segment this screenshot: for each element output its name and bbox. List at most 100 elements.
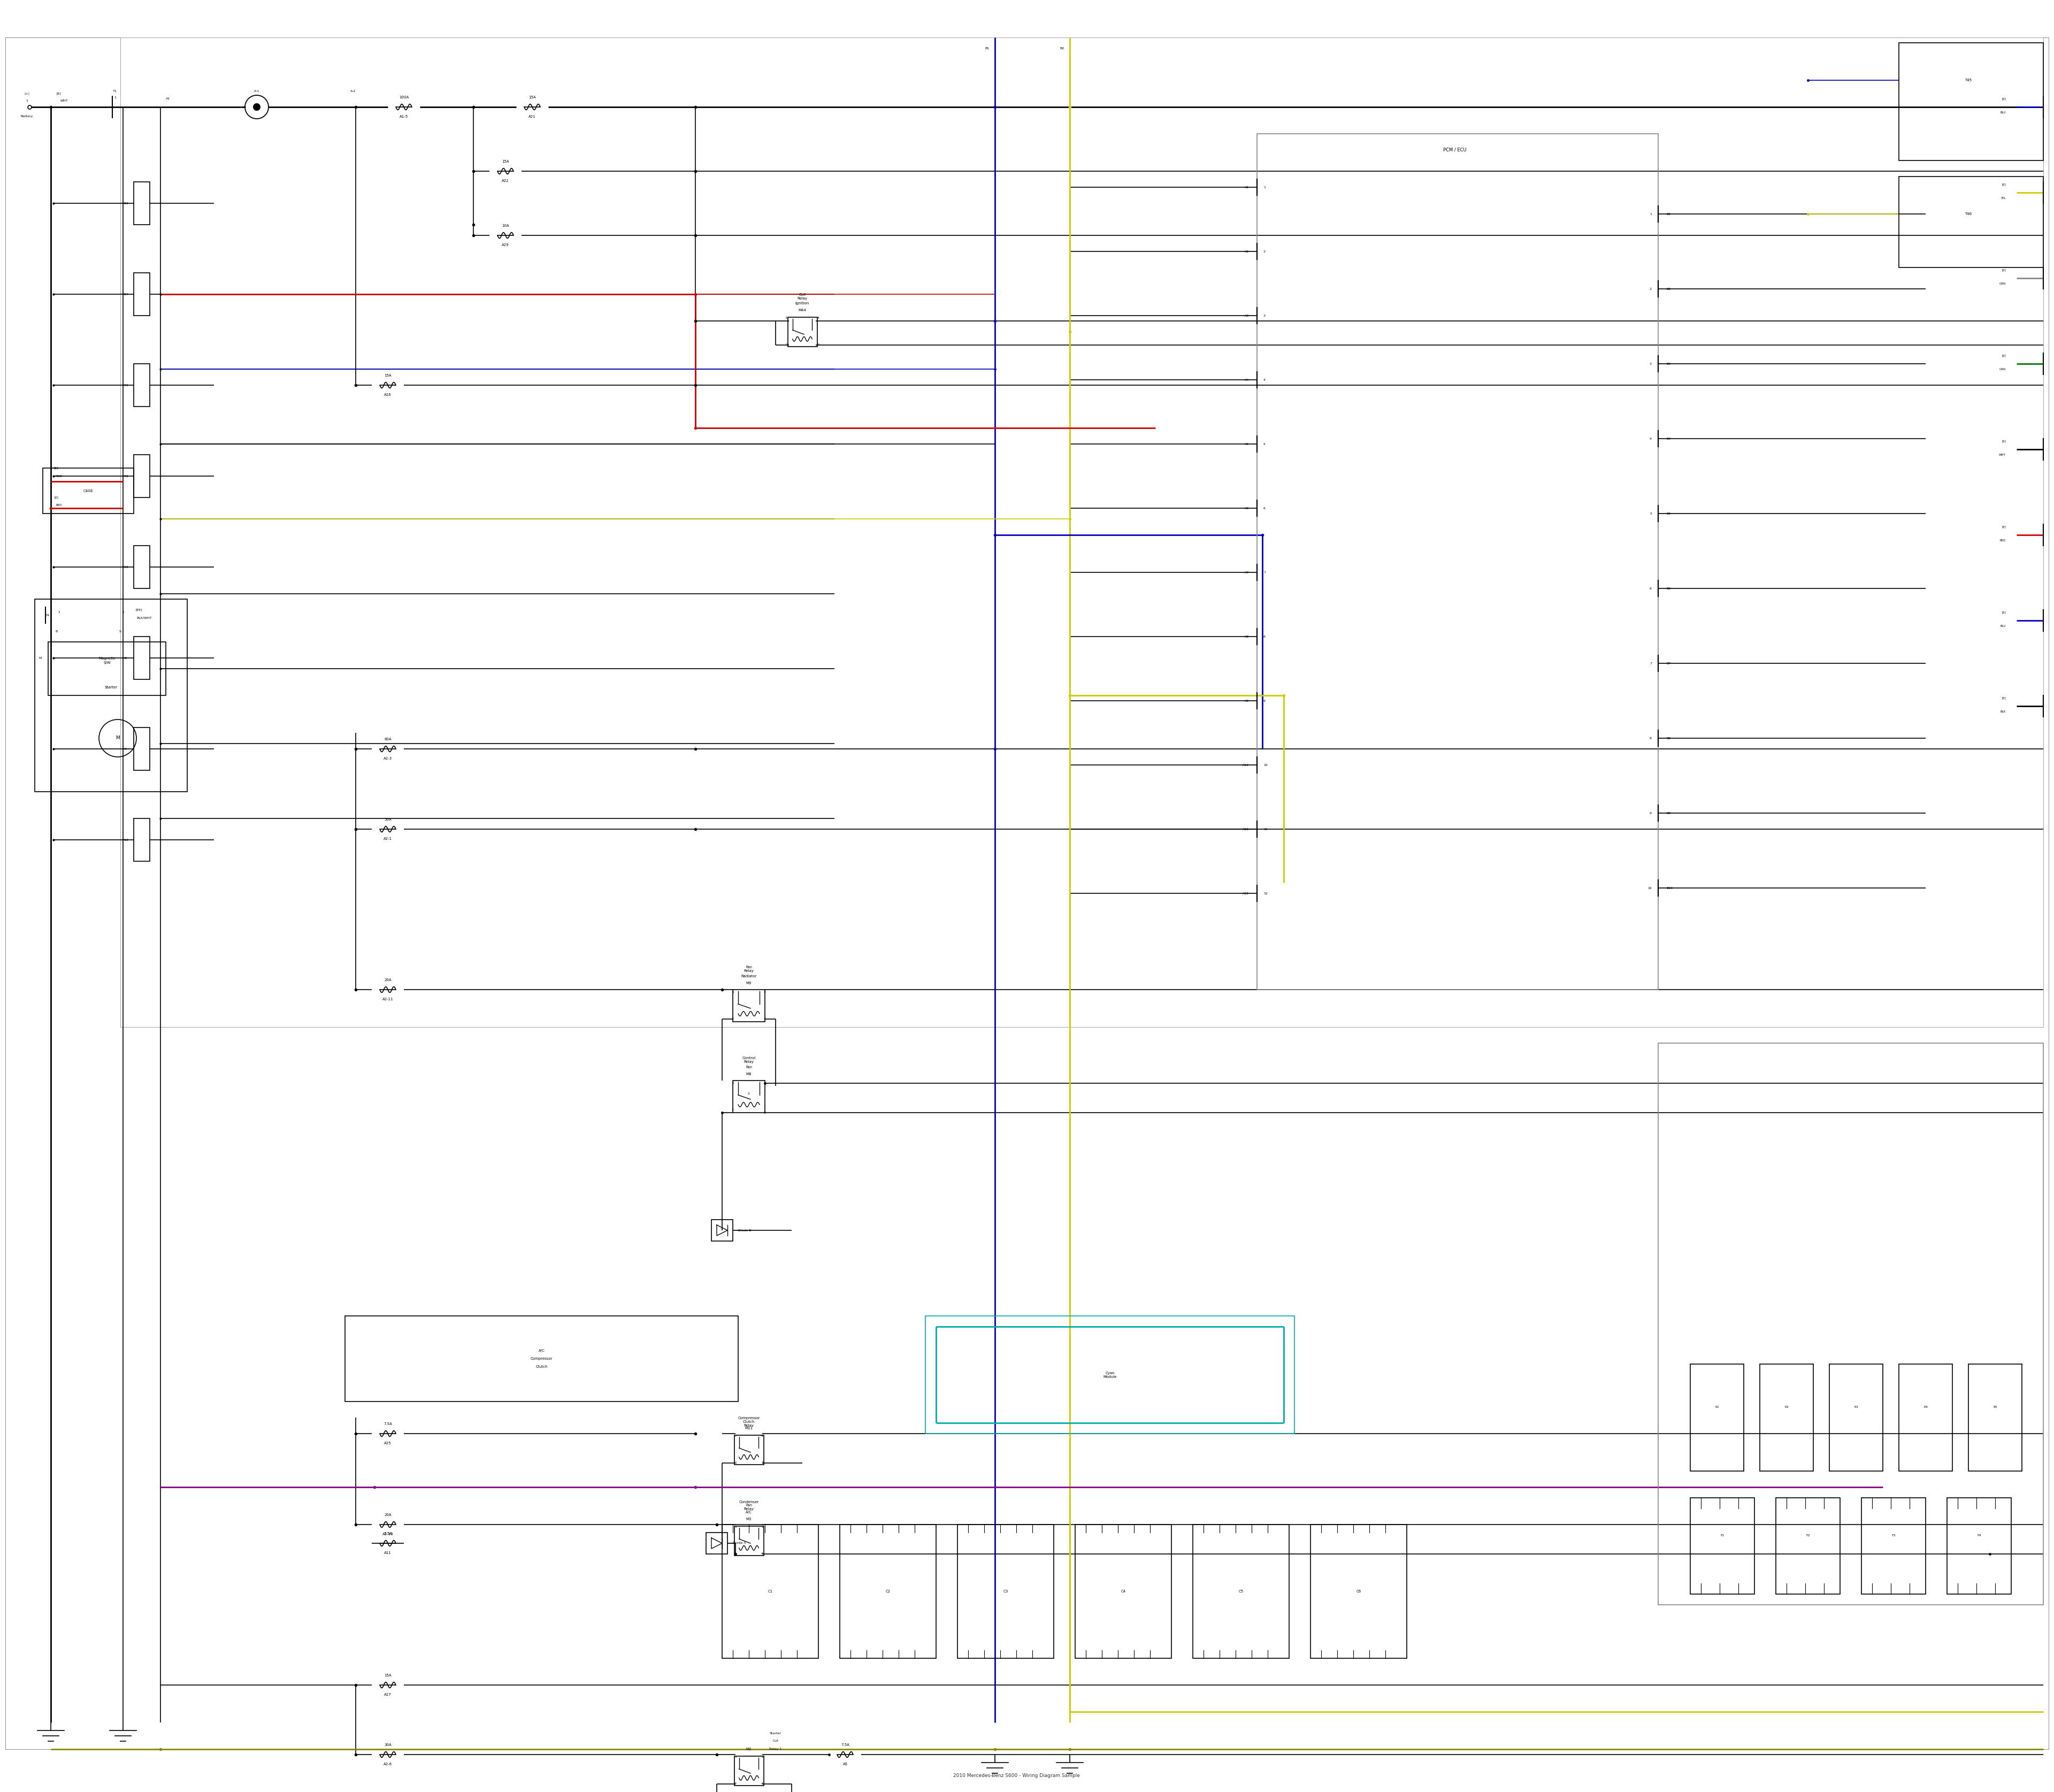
Text: 12: 12 [1263,892,1267,894]
Text: B10: B10 [1666,887,1672,889]
Bar [134,728,150,771]
Text: 8: 8 [1263,634,1265,638]
Text: RED: RED [55,504,62,507]
Text: C6: C6 [1356,1590,1362,1593]
Text: A8: A8 [1245,634,1249,638]
Text: A17: A17 [384,1693,392,1697]
Text: 2: 2 [817,344,820,346]
Bar [1898,43,2044,161]
Text: A2: A2 [1245,251,1249,253]
Bar [787,317,817,346]
Text: A/C: A/C [746,1511,752,1514]
Text: 3: 3 [731,1109,733,1111]
Text: 1: 1 [735,1756,737,1758]
Text: Compressor
Clutch
Relay: Compressor Clutch Relay [737,1416,760,1426]
Text: 7.5A: 7.5A [384,1423,392,1426]
Bar [134,545,150,588]
Text: A5: A5 [842,1763,848,1765]
Text: A1: A1 [1245,186,1249,188]
Text: 3: 3 [1263,314,1265,317]
Text: A2-3: A2-3 [384,756,392,760]
Bar [47,642,166,695]
Bar [1257,134,1658,989]
Text: 7: 7 [1649,661,1651,665]
Text: 1: 1 [1649,213,1651,215]
Bar [1074,1525,1171,1658]
Text: 9: 9 [1649,812,1651,814]
Text: Compressor: Compressor [530,1357,553,1360]
Text: A2-6: A2-6 [384,1763,392,1765]
Text: 2: 2 [762,1756,764,1758]
Text: 2: 2 [762,1462,764,1464]
Text: [E]: [E] [2003,355,2007,357]
Text: M8: M8 [746,1073,752,1075]
Text: [E]: [E] [2003,441,2007,443]
Text: C1: C1 [768,1590,772,1593]
Text: T4: T4 [45,615,49,616]
Text: B3: B3 [1666,362,1670,366]
Bar [733,1081,764,1113]
Text: Magnetic
S/W: Magnetic S/W [99,658,115,665]
Text: A11: A11 [1243,828,1249,830]
Text: Relay 1: Relay 1 [770,1747,783,1751]
Text: Diode A: Diode A [733,1541,746,1545]
Text: T1: T1 [113,90,117,91]
Text: 7.5A: 7.5A [840,1744,850,1747]
Bar [1658,1043,2044,1606]
Text: [EE]: [EE] [136,609,142,611]
Text: B2: B2 [1060,47,1064,50]
Text: B5: B5 [1666,513,1670,514]
Text: Starter: Starter [105,686,117,688]
Bar [345,1315,737,1401]
Bar [733,1756,764,1785]
Text: RED: RED [2001,539,2007,541]
Text: Diode B: Diode B [737,1229,752,1231]
Bar [840,1525,937,1658]
Text: 10A: 10A [501,224,509,228]
Bar [707,1532,727,1554]
Text: 1: 1 [785,344,787,346]
Text: 1: 1 [735,1525,737,1529]
Text: A6: A6 [1245,507,1249,509]
Text: 2: 2 [764,991,766,993]
Text: 2: 2 [748,1093,750,1095]
Text: 3: 3 [735,1435,737,1437]
Text: A9: A9 [1245,699,1249,702]
Text: Coil
Relay: Coil Relay [797,294,807,299]
Text: 4: 4 [817,317,820,319]
Bar [1861,1498,1927,1595]
Text: F4: F4 [1978,1534,1982,1536]
Text: 4: 4 [1263,378,1265,382]
Bar [1898,177,2044,267]
Text: M3: M3 [746,1518,752,1521]
Text: A1-5: A1-5 [401,115,409,118]
Bar [957,1525,1054,1658]
Bar [1898,1364,1953,1471]
Bar [134,364,150,407]
Text: 100A: 100A [398,95,409,99]
Text: 3: 3 [731,1018,733,1020]
Text: 6: 6 [1263,507,1265,509]
Bar [43,468,134,514]
Bar [733,1525,764,1555]
Text: 3: 3 [785,317,787,319]
Text: A/C: A/C [538,1349,544,1353]
Text: A8: A8 [123,656,127,659]
Text: 5: 5 [1263,443,1265,446]
Text: 20A: 20A [384,978,392,982]
Text: A24: A24 [123,292,129,296]
Text: M9: M9 [746,982,752,986]
Text: 1: 1 [731,991,733,993]
Text: 4: 4 [764,1018,766,1020]
Text: A1: A1 [166,97,170,100]
Text: 1: 1 [27,99,29,102]
Text: F3: F3 [1892,1534,1896,1536]
Text: B9: B9 [1666,812,1670,814]
Text: A21: A21 [528,115,536,118]
Bar [926,1315,1294,1434]
Text: 3: 3 [1649,362,1651,366]
Text: A2-10: A2-10 [382,1532,392,1536]
Text: 6: 6 [1649,588,1651,590]
Bar [134,636,150,679]
Text: 60A: 60A [384,738,392,740]
